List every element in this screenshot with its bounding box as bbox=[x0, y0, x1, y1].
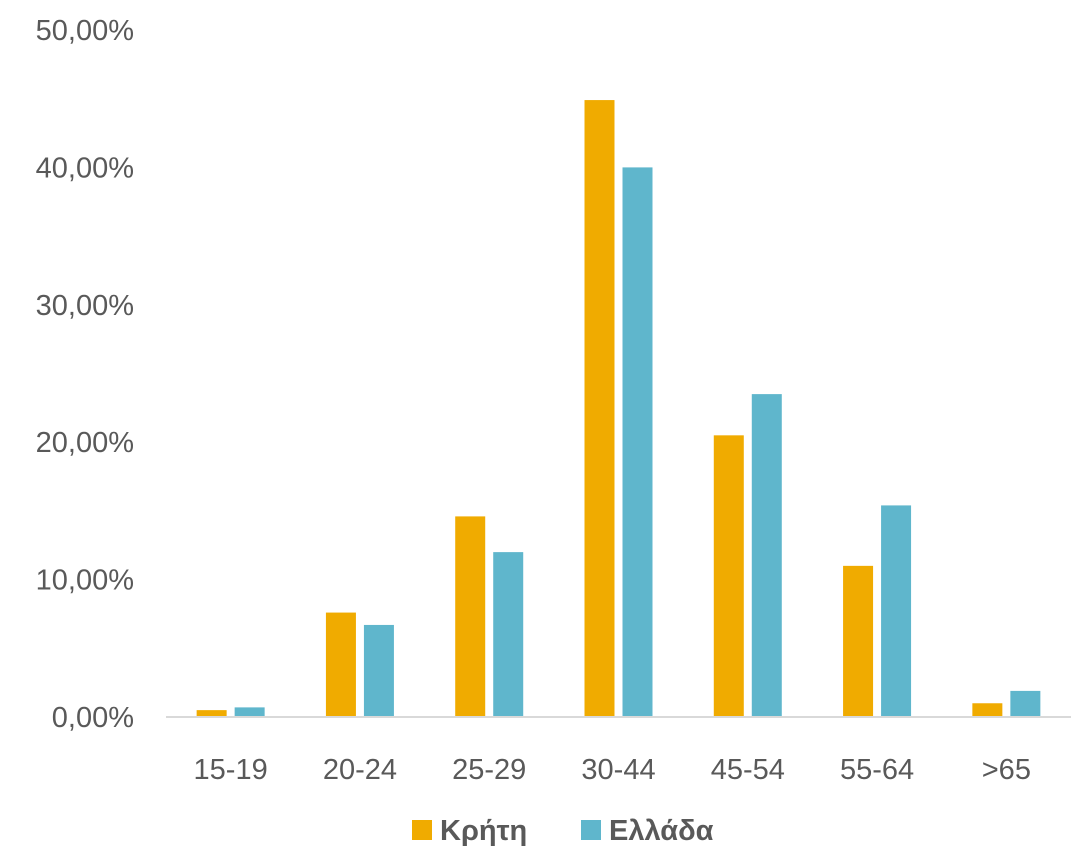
bar-kriti-1 bbox=[325, 612, 356, 717]
bar-ellada-1 bbox=[363, 624, 394, 717]
x-tick-label: >65 bbox=[982, 754, 1031, 786]
bars bbox=[196, 100, 1041, 718]
y-tick-label: 20,00% bbox=[36, 427, 134, 459]
x-tick-label: 25-29 bbox=[452, 754, 526, 786]
legend-label-kriti: Κρήτη bbox=[440, 815, 527, 847]
legend-swatch-kriti bbox=[412, 820, 432, 840]
bar-kriti-5 bbox=[843, 565, 874, 717]
bar-ellada-0 bbox=[234, 707, 265, 717]
legend-label-ellada: Ελλάδα bbox=[609, 815, 714, 847]
y-tick-label: 50,00% bbox=[36, 15, 134, 47]
x-tick-label: 15-19 bbox=[194, 754, 268, 786]
bar-kriti-6 bbox=[972, 703, 1003, 717]
bar-ellada-5 bbox=[881, 505, 912, 717]
bar-kriti-4 bbox=[713, 435, 744, 717]
x-tick-label: 30-44 bbox=[581, 754, 655, 786]
x-tick-label: 55-64 bbox=[840, 754, 914, 786]
bar-ellada-6 bbox=[1010, 690, 1041, 717]
y-tick-label: 30,00% bbox=[36, 290, 134, 322]
y-tick-label: 10,00% bbox=[36, 565, 134, 597]
x-tick-label: 45-54 bbox=[711, 754, 785, 786]
y-tick-label: 0,00% bbox=[52, 702, 134, 734]
y-tick-label: 40,00% bbox=[36, 152, 134, 184]
x-tick-label: 20-24 bbox=[323, 754, 397, 786]
legend-swatch-ellada bbox=[581, 820, 601, 840]
bar-kriti-2 bbox=[455, 516, 486, 717]
bar-ellada-3 bbox=[622, 167, 653, 717]
legend: Κρήτη Ελλάδα bbox=[412, 815, 714, 847]
bar-ellada-2 bbox=[493, 552, 524, 717]
y-axis-tick-labels: 0,00% 10,00% 20,00% 30,00% 40,00% 50,00% bbox=[36, 15, 134, 734]
bar-kriti-3 bbox=[584, 100, 615, 718]
bar-kriti-0 bbox=[196, 710, 227, 717]
bar-ellada-4 bbox=[751, 394, 782, 717]
x-axis-tick-labels: 15-19 20-24 25-29 30-44 45-54 55-64 >65 bbox=[194, 754, 1031, 786]
